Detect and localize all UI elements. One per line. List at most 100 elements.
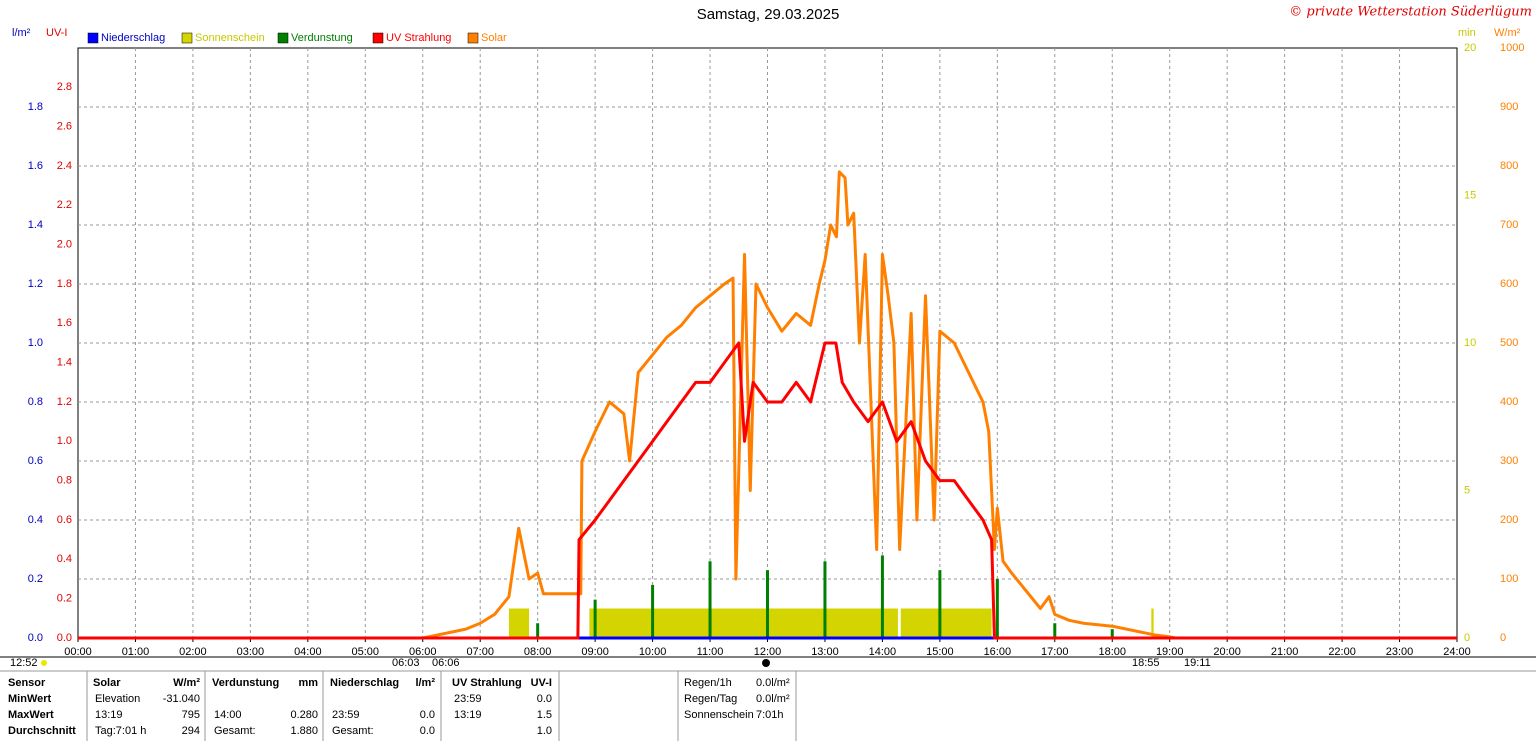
- legend-swatch: [372, 32, 384, 44]
- y-tick-label: 15: [1464, 189, 1476, 201]
- x-tick-label: 22:00: [1328, 646, 1356, 658]
- annotation: 06:03: [392, 657, 420, 669]
- spike: [938, 570, 942, 638]
- table-cell: Gesamt:: [332, 725, 374, 737]
- x-tick-label: 11:00: [697, 646, 724, 658]
- table-cell: 13:19: [95, 709, 123, 721]
- x-tick-label: 02:00: [179, 646, 207, 658]
- y-tick-label: 500: [1500, 337, 1518, 349]
- table-cell: 0.280: [290, 709, 318, 721]
- table-cell: 795: [182, 709, 200, 721]
- x-tick-label: 21:00: [1271, 646, 1299, 658]
- y-tick-label: 0.6: [28, 455, 43, 467]
- legend-label: Sonnenschein: [195, 32, 265, 44]
- y-tick-label: 1.8: [57, 278, 72, 290]
- spike: [536, 623, 540, 638]
- table-cell: 1.880: [290, 725, 318, 737]
- summary-value: 7:01h: [756, 709, 784, 721]
- table-header: UV-I: [531, 677, 552, 689]
- y-tick-label: 600: [1500, 278, 1518, 290]
- y-tick-label: 100: [1500, 573, 1518, 585]
- y-tick-label: 2.8: [57, 81, 72, 93]
- summary-value: 0.0l/m²: [756, 677, 790, 689]
- y-tick-label: 800: [1500, 160, 1518, 172]
- x-tick-label: 17:00: [1041, 646, 1069, 658]
- y-tick-label: 0.4: [28, 514, 43, 526]
- y-tick-label: 300: [1500, 455, 1518, 467]
- spike: [651, 584, 655, 638]
- x-tick-label: 23:00: [1386, 646, 1414, 658]
- x-tick-label: 18:00: [1098, 646, 1126, 658]
- x-tick-label: 13:00: [811, 646, 839, 658]
- x-tick-label: 10:00: [639, 646, 667, 658]
- table-header: l/m²: [415, 677, 435, 689]
- table-cell: Elevation: [95, 693, 140, 705]
- x-tick-label: 01:00: [122, 646, 150, 658]
- annotation: 18:55: [1132, 657, 1160, 669]
- y-tick-label: 400: [1500, 396, 1518, 408]
- sunshine-bar: [1151, 608, 1154, 638]
- sunshine-bar: [900, 608, 992, 638]
- y-tick-label: 2.6: [57, 121, 72, 133]
- axis-label: min: [1458, 27, 1476, 39]
- y-tick-label: 2.2: [57, 199, 72, 211]
- y-tick-label: 1.0: [28, 337, 43, 349]
- x-tick-label: 03:00: [237, 646, 265, 658]
- y-tick-label: 0: [1500, 632, 1506, 644]
- y-tick-label: 1.0: [57, 435, 72, 447]
- table-header: UV Strahlung: [452, 677, 522, 689]
- x-tick-label: 00:00: [64, 646, 92, 658]
- table-header: Niederschlag: [330, 677, 399, 689]
- sunshine-bar: [589, 608, 898, 638]
- table-header: W/m²: [173, 677, 200, 689]
- y-tick-label: 700: [1500, 219, 1518, 231]
- y-tick-label: 1.2: [28, 278, 43, 290]
- noon-icon: [762, 659, 770, 667]
- axis-label: UV-I: [46, 27, 67, 39]
- y-tick-label: 20: [1464, 42, 1476, 54]
- legend-label: Niederschlag: [101, 32, 165, 44]
- axis-label: l/m²: [12, 27, 31, 39]
- y-tick-label: 900: [1500, 101, 1518, 113]
- table-header: Verdunstung: [212, 677, 279, 689]
- x-tick-label: 12:00: [754, 646, 782, 658]
- line: [422, 170, 1176, 640]
- spike: [823, 561, 827, 638]
- table-cell: Gesamt:: [214, 725, 256, 737]
- y-tick-label: 1.6: [28, 160, 43, 172]
- y-tick-label: 2.4: [57, 160, 72, 172]
- annotation: 06:06: [432, 657, 460, 669]
- annotation: 12:52: [10, 657, 38, 669]
- chart-title: Samstag, 29.03.2025: [697, 6, 840, 23]
- table-header: mm: [298, 677, 318, 689]
- y-tick-label: 0.0: [57, 632, 72, 644]
- table-cell: 1.0: [537, 725, 552, 737]
- summary-value: 0.0l/m²: [756, 693, 790, 705]
- spike: [766, 570, 769, 638]
- summary-label: Regen/1h: [684, 677, 732, 689]
- x-tick-label: 15:00: [926, 646, 954, 658]
- x-tick-label: 06:00: [409, 646, 437, 658]
- table-cell: 23:59: [332, 709, 360, 721]
- legend-label: Verdunstung: [291, 32, 353, 44]
- spike: [593, 599, 597, 638]
- y-tick-label: 2.0: [57, 239, 72, 251]
- table-cell: 0.0: [537, 693, 552, 705]
- y-tick-label: 1.8: [28, 101, 43, 113]
- table-cell: MinWert: [8, 693, 52, 705]
- table-cell: MaxWert: [8, 709, 54, 721]
- table-cell: 0.0: [420, 709, 435, 721]
- y-tick-label: 1.6: [57, 317, 72, 329]
- y-tick-label: 0.4: [57, 553, 72, 565]
- table-cell: 13:19: [454, 709, 482, 721]
- y-tick-label: 5: [1464, 484, 1470, 496]
- y-tick-label: 0.2: [57, 593, 72, 605]
- table-header: Solar: [93, 677, 121, 689]
- table-cell: 1.5: [537, 709, 552, 721]
- x-tick-label: 07:00: [466, 646, 494, 658]
- legend-swatch: [467, 32, 479, 44]
- line: [78, 341, 1457, 640]
- y-tick-label: 0: [1464, 632, 1470, 644]
- y-tick-label: 0.8: [57, 475, 72, 487]
- axis-label: W/m²: [1494, 27, 1521, 39]
